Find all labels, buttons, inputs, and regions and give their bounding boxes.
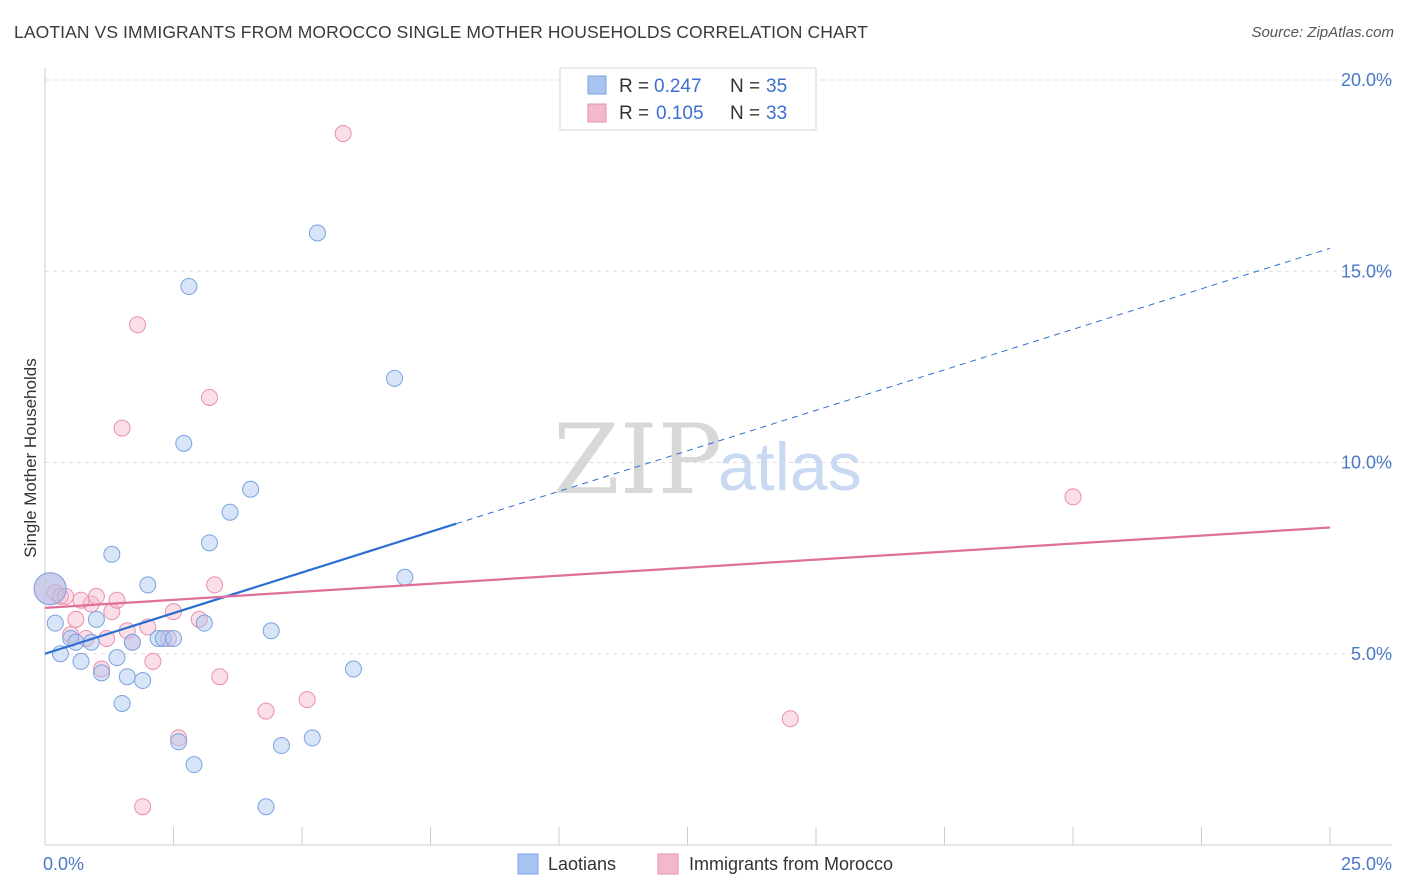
morocco-point — [170, 729, 188, 747]
laotian-point — [396, 568, 414, 586]
chart-source: Source: ZipAtlas.com — [1251, 24, 1394, 41]
x-tick-label-0: 0.0% — [43, 854, 84, 874]
morocco-trend-line — [44, 526, 1331, 609]
morocco-point — [134, 798, 152, 816]
laotian-point — [272, 737, 290, 755]
legend-r-label-morocco: R = — [619, 103, 649, 124]
morocco-point — [159, 629, 177, 647]
morocco-point — [129, 316, 147, 334]
laotian-point — [139, 576, 157, 594]
laotian-point — [242, 480, 260, 498]
y-axis-title: Single Mother Households — [21, 358, 40, 557]
x-tick-label-1: 25.0% — [1341, 854, 1392, 874]
laotian-point — [386, 369, 404, 387]
tick-labels: 5.0% 10.0% 15.0% 20.0% 0.0% 25.0% — [43, 70, 1392, 874]
legend-n-label-morocco: N = — [730, 103, 760, 124]
laotian-point — [118, 668, 136, 686]
legend-n-value-morocco: 33 — [766, 103, 787, 124]
morocco-point — [72, 591, 90, 609]
legend-r-label-laotians: R = — [619, 76, 649, 97]
laotian-points — [33, 224, 414, 816]
laotian-point — [46, 614, 64, 632]
y-tick-label-0: 5.0% — [1351, 644, 1392, 664]
grid-lines — [45, 79, 1392, 655]
laotian-point — [165, 629, 182, 647]
series-legend-label-laotians: Laotians — [548, 854, 616, 874]
morocco-point — [334, 125, 352, 143]
laotian-point — [134, 672, 152, 690]
watermark: ZIP atlas — [553, 404, 862, 516]
legend-r-value-morocco: 0.105 — [656, 103, 704, 124]
legend-swatch-morocco — [587, 103, 607, 123]
series-legend-swatch-morocco — [657, 853, 679, 875]
morocco-point — [93, 660, 111, 678]
laotian-point — [185, 756, 203, 774]
morocco-point — [113, 419, 131, 437]
laotian-point — [154, 629, 172, 647]
y-tick-label-2: 15.0% — [1341, 261, 1392, 281]
laotian-point — [257, 798, 275, 816]
laotian-point — [175, 434, 193, 452]
laotian-point — [170, 733, 188, 751]
laotian-point — [108, 649, 126, 667]
morocco-point — [108, 591, 126, 609]
morocco-point — [87, 587, 105, 605]
laotian-point — [344, 660, 362, 678]
laotian-point — [87, 610, 105, 628]
laotian-point — [33, 572, 67, 606]
laotian-point — [200, 534, 218, 552]
laotian-point — [72, 652, 90, 670]
morocco-point — [144, 652, 162, 670]
morocco-point — [257, 702, 275, 720]
watermark-atlas: atlas — [718, 429, 862, 505]
laotian-point — [308, 224, 326, 242]
laotian-point — [303, 729, 321, 747]
series-legend-swatch-laotians — [517, 853, 539, 875]
laotian-point — [180, 278, 198, 296]
laotian-point — [123, 633, 141, 651]
watermark-zip: ZIP — [553, 404, 722, 516]
legend-n-value-laotians: 35 — [766, 76, 787, 97]
morocco-point — [206, 576, 224, 594]
legend-r-value-laotians: 0.247 — [654, 76, 702, 97]
y-tick-label-1: 10.0% — [1341, 453, 1392, 473]
trend-lines — [44, 247, 1331, 655]
chart-title: LAOTIAN VS IMMIGRANTS FROM MOROCCO SINGL… — [14, 22, 868, 42]
axes — [44, 68, 1392, 846]
legend-n-label-laotians: N = — [730, 76, 760, 97]
series-legend-label-morocco: Immigrants from Morocco — [689, 854, 893, 874]
morocco-point — [67, 610, 85, 628]
laotian-point — [149, 629, 167, 647]
laotian-point — [113, 694, 131, 712]
morocco-point — [211, 668, 229, 686]
laotian-trend-line — [44, 522, 457, 655]
laotian-point — [93, 664, 111, 682]
laotian-point — [262, 622, 280, 640]
legend-swatch-laotians — [587, 75, 607, 95]
series-legend: Laotians Immigrants from Morocco — [517, 853, 893, 875]
morocco-point — [298, 691, 316, 709]
laotian-trend-extension — [456, 247, 1331, 525]
laotian-point — [195, 614, 213, 632]
morocco-point — [781, 710, 799, 728]
laotian-point — [221, 503, 239, 521]
correlation-legend: R = 0.247 N = 35 R = 0.105 N = 33 — [559, 67, 817, 131]
morocco-point — [1064, 488, 1082, 506]
laotian-point — [103, 545, 121, 563]
morocco-point — [200, 388, 218, 406]
y-tick-label-3: 20.0% — [1341, 70, 1392, 90]
